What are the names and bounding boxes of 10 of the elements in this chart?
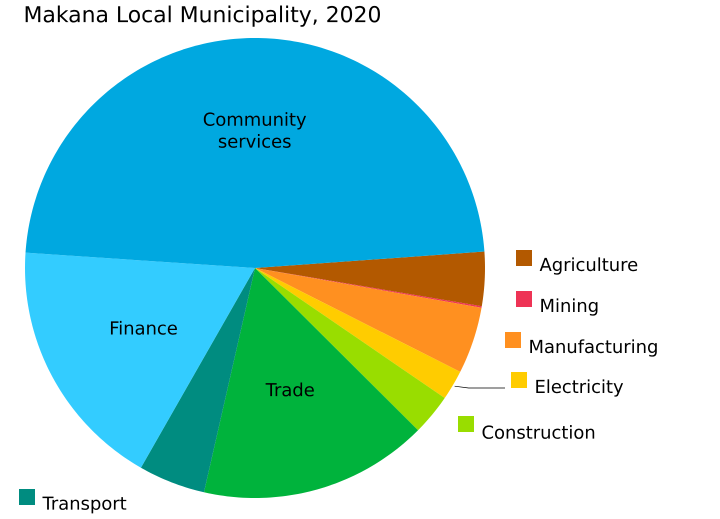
legend-label: Construction [482, 425, 594, 439]
slice-label: Community services [204, 112, 306, 148]
legend-label: Transport [42, 496, 126, 514]
legend-label: Agriculture [540, 257, 638, 275]
legend-label: Electricity [536, 379, 624, 397]
chart-title: Makana Local Municipality, 2020 [26, 6, 380, 27]
legend-label: Mining [541, 298, 598, 316]
slice-label: Trade [266, 382, 314, 396]
legend-label: Manufacturing [530, 339, 657, 357]
slice-label: Finance [110, 320, 177, 335]
